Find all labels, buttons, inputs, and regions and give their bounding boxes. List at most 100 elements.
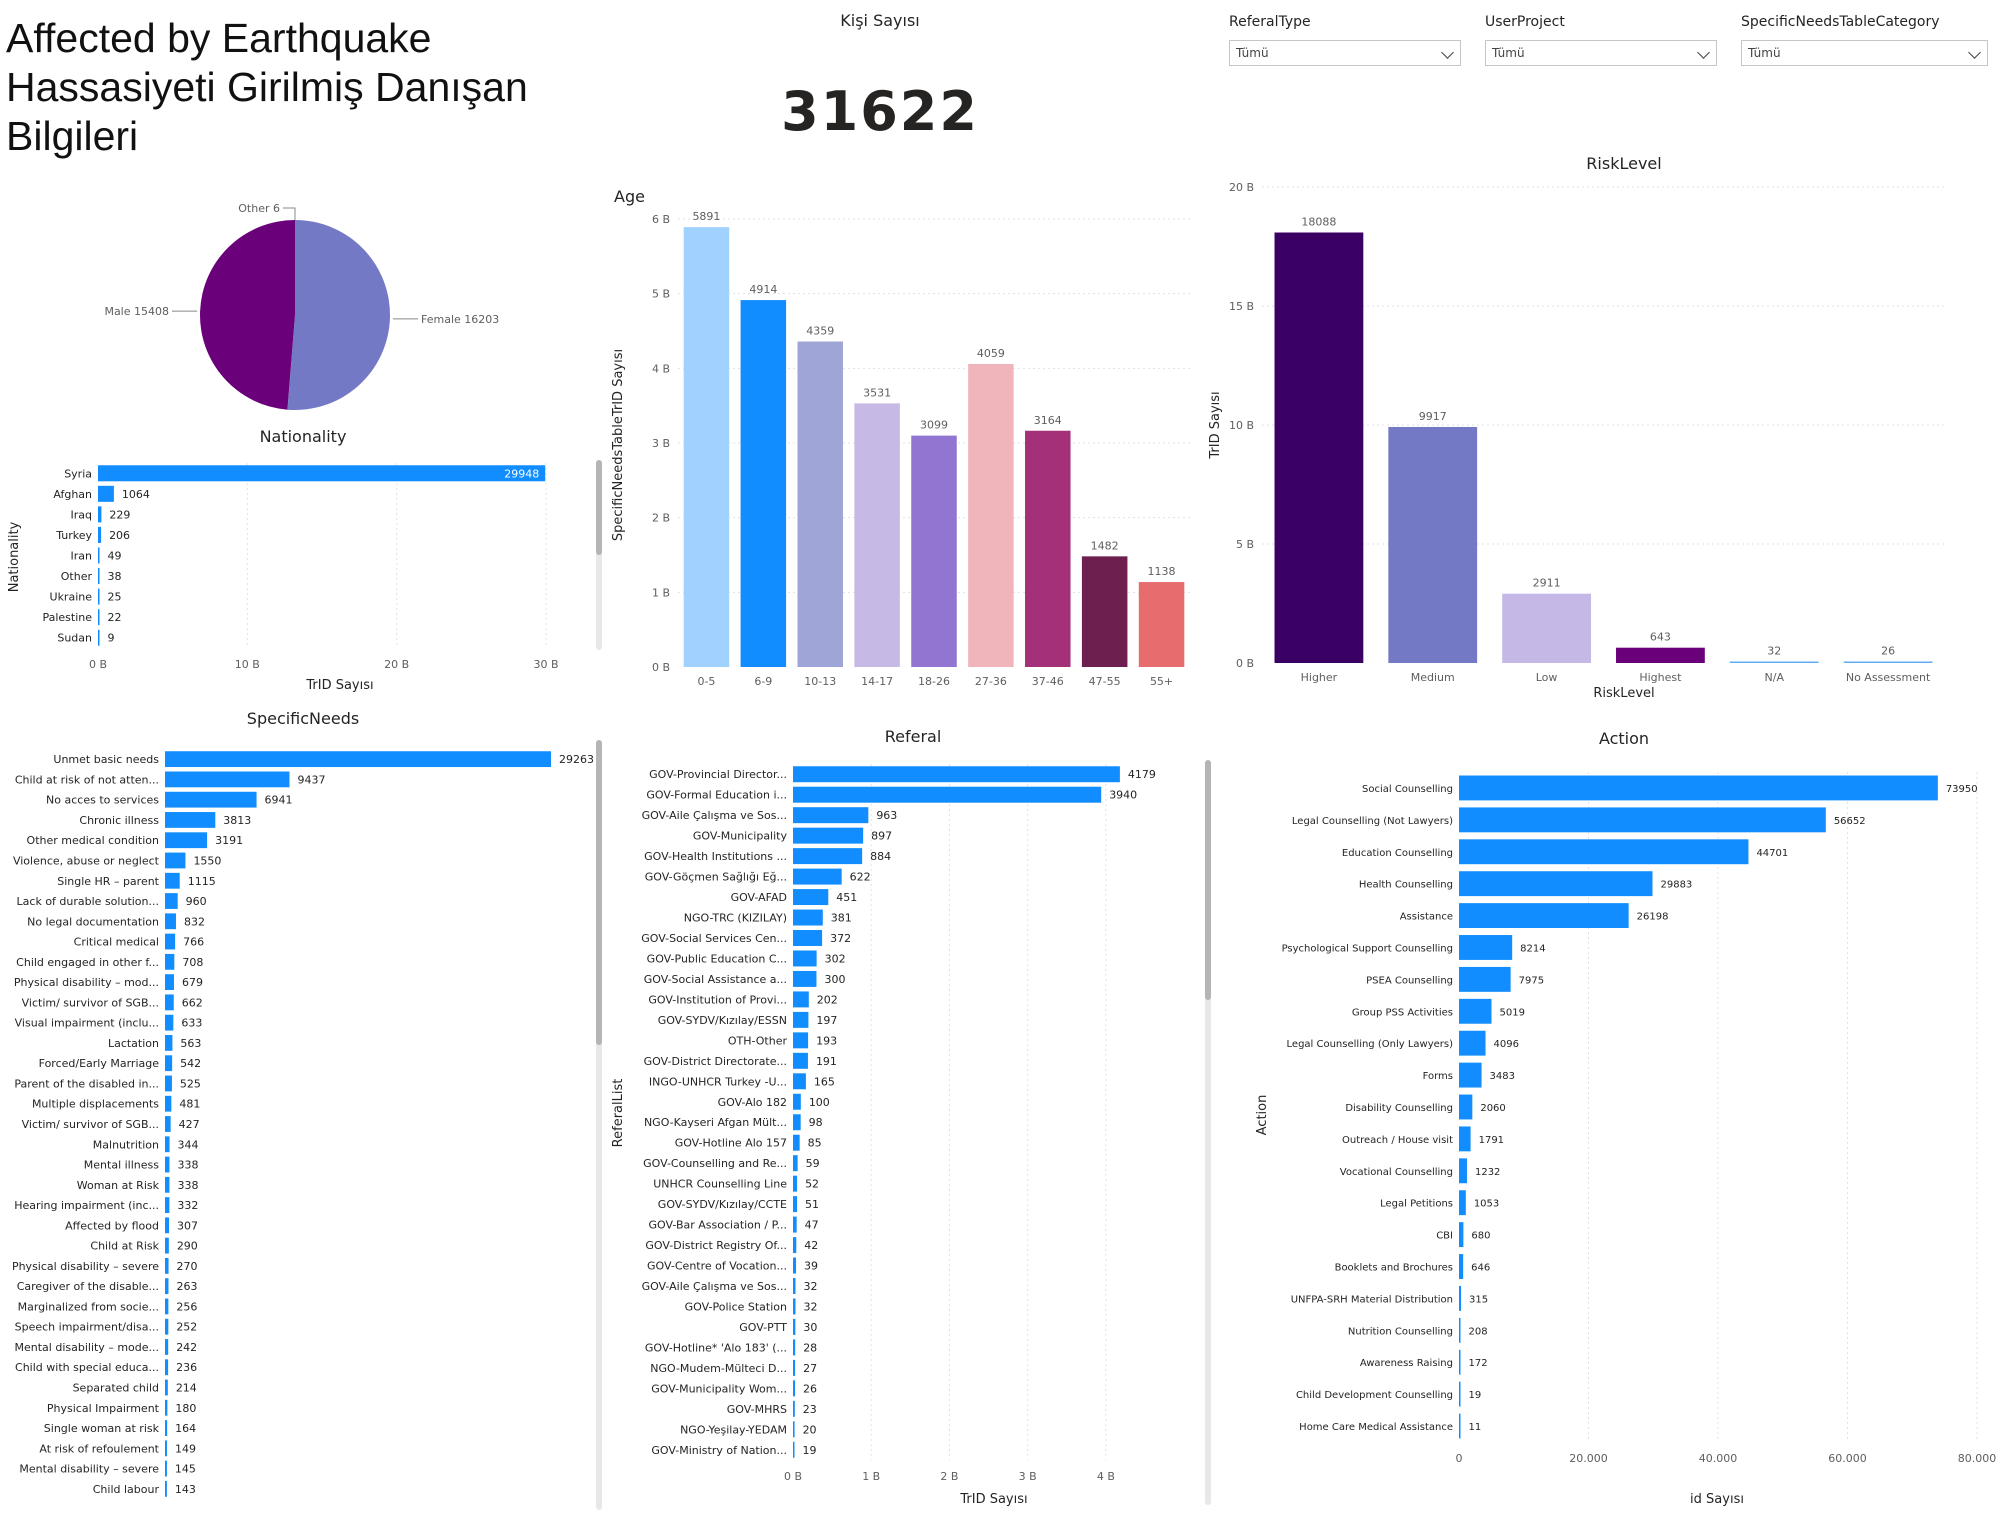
data-label: 22 xyxy=(108,611,122,624)
referaltype-dropdown[interactable]: Tümü xyxy=(1229,40,1461,66)
y-category-label: Outreach / House visit xyxy=(1342,1135,1453,1146)
scrollbar-thumb[interactable] xyxy=(596,740,602,1045)
bar xyxy=(793,1339,796,1356)
y-tick-label: 3 B xyxy=(652,437,670,450)
y-category-label: GOV-SYDV/Kızılay/CCTE xyxy=(658,1198,787,1211)
data-label: 4096 xyxy=(1494,1039,1519,1050)
data-label: 884 xyxy=(870,850,891,863)
bar xyxy=(1616,647,1705,663)
bar xyxy=(793,970,817,987)
y-category-label: GOV-Ministry of Nation... xyxy=(651,1444,787,1457)
x-tick-label: 4 B xyxy=(1097,1470,1115,1483)
scrollbar-thumb[interactable] xyxy=(596,460,602,555)
data-label: 4059 xyxy=(977,347,1005,360)
y-category-label: Victim/ survivor of SGB... xyxy=(22,996,159,1009)
bar xyxy=(793,1400,795,1417)
y-category-label: GOV-District Directorate... xyxy=(644,1055,787,1068)
y-category-label: Physical disability – severe xyxy=(12,1260,159,1273)
data-label: 766 xyxy=(183,936,204,949)
bar xyxy=(165,933,176,950)
bar xyxy=(968,363,1014,667)
bar xyxy=(1081,556,1128,667)
x-tick-label: 40.000 xyxy=(1699,1452,1738,1465)
data-label: 180 xyxy=(175,1402,196,1415)
specificneeds-bar-chart[interactable]: SpecificNeeds Unmet basic needs 29263 Child… xyxy=(0,705,600,1505)
y-category-label: GOV-District Registry Of... xyxy=(645,1239,787,1252)
data-label: 30 xyxy=(803,1321,817,1334)
y-category-label: Caregiver of the disable... xyxy=(17,1280,159,1293)
y-category-label: Palestine xyxy=(42,611,92,624)
y-category-label: Education Counselling xyxy=(1342,848,1453,859)
y-tick-label: 6 B xyxy=(652,213,670,226)
specificneeds-scrollbar[interactable] xyxy=(596,740,602,1510)
y-category-label: Separated child xyxy=(73,1382,159,1395)
data-label: 4359 xyxy=(806,325,834,338)
nationality-scrollbar[interactable] xyxy=(596,460,602,650)
y-category-label: Critical medical xyxy=(74,936,159,949)
bar xyxy=(165,1237,169,1254)
bar xyxy=(793,1257,797,1274)
data-label: 679 xyxy=(182,976,203,989)
x-category-label: 55+ xyxy=(1150,675,1173,688)
data-label: 29948 xyxy=(504,467,539,480)
y-category-label: Booklets and Brochures xyxy=(1335,1263,1453,1274)
y-category-label: GOV-Counselling and Re... xyxy=(643,1157,787,1170)
gender-pie-chart[interactable]: Female 16203 Other 6 Male 15408 xyxy=(80,175,560,410)
bar xyxy=(793,827,864,844)
bar xyxy=(165,1420,168,1436)
bar xyxy=(98,547,100,564)
bar xyxy=(165,1217,170,1234)
y-category-label: Affected by flood xyxy=(65,1219,159,1232)
data-label: 172 xyxy=(1469,1358,1488,1369)
bar xyxy=(793,950,817,967)
referal-bar-chart[interactable]: Referal 0 B 1 B 2 B 3 B 4 B GOV-Provincial Dir… xyxy=(600,720,1220,1510)
x-tick-label: 3 B xyxy=(1019,1470,1037,1483)
data-label: 8214 xyxy=(1520,943,1545,954)
bar xyxy=(854,403,900,667)
bar xyxy=(683,227,730,667)
data-label: 300 xyxy=(824,973,845,986)
y-category-label: Chronic illness xyxy=(79,814,159,827)
referal-scrollbar[interactable] xyxy=(1205,760,1211,1505)
page-title: Affected by Earthquake Hassasiyeti Giril… xyxy=(6,15,528,159)
specificneeds-category-dropdown[interactable]: Tümü xyxy=(1741,40,1988,66)
y-category-label: GOV-MHRS xyxy=(727,1403,787,1416)
bar xyxy=(1459,839,1749,865)
data-label: 20 xyxy=(803,1423,817,1436)
data-label: 23 xyxy=(803,1403,817,1416)
y-category-label: NGO-Kayseri Afgan Mült... xyxy=(644,1116,787,1129)
x-category-label: Medium xyxy=(1411,671,1455,684)
y-category-label: GOV-Police Station xyxy=(685,1300,787,1313)
age-bar-chart[interactable]: Age 0 B 1 B 2 B 3 B 4 B 5 B 6 B 5891 0-5 4914 6-9 43… xyxy=(600,180,1200,700)
risklevel-bar-chart[interactable]: RiskLevel 0 B 5 B 10 B 15 B 20 B 18088 Higher 99… xyxy=(1200,150,2000,705)
userproject-dropdown[interactable]: Tümü xyxy=(1485,40,1717,66)
data-label: 26 xyxy=(803,1382,817,1395)
bar xyxy=(740,300,787,667)
bar xyxy=(1459,935,1513,960)
bar xyxy=(793,786,1102,803)
bar xyxy=(911,435,957,667)
y-category-label: Child at risk of not atten... xyxy=(15,773,159,786)
scrollbar-thumb[interactable] xyxy=(1205,760,1211,1000)
data-label: 29883 xyxy=(1660,880,1692,891)
data-label: 481 xyxy=(179,1098,200,1111)
data-label: 897 xyxy=(871,830,892,843)
chevron-down-icon xyxy=(1441,46,1454,59)
bar xyxy=(98,465,546,482)
data-label: 5019 xyxy=(1499,1007,1524,1018)
y-category-label: GOV-Alo 182 xyxy=(718,1096,787,1109)
data-label: 3164 xyxy=(1034,414,1062,427)
bar xyxy=(98,588,100,605)
data-label: 9 xyxy=(108,632,115,645)
slicer-referaltype: ReferalType Tümü xyxy=(1229,14,1461,68)
bar xyxy=(165,1298,169,1315)
action-bar-chart[interactable]: Action 0 20.000 40.000 60.000 80.000 Social Co… xyxy=(1220,720,2000,1510)
data-label: 643 xyxy=(1650,631,1671,644)
bar xyxy=(165,1480,167,1497)
bar xyxy=(165,1116,171,1132)
y-category-label: Hearing impairment (inc... xyxy=(14,1199,159,1212)
data-label: 44701 xyxy=(1756,848,1788,859)
y-category-label: Nutrition Counselling xyxy=(1348,1326,1453,1337)
nationality-bar-chart[interactable]: Nationality 0 B 10 B 20 B 30 B Syria 29948 Afgh… xyxy=(0,420,600,700)
bar xyxy=(1459,903,1629,929)
